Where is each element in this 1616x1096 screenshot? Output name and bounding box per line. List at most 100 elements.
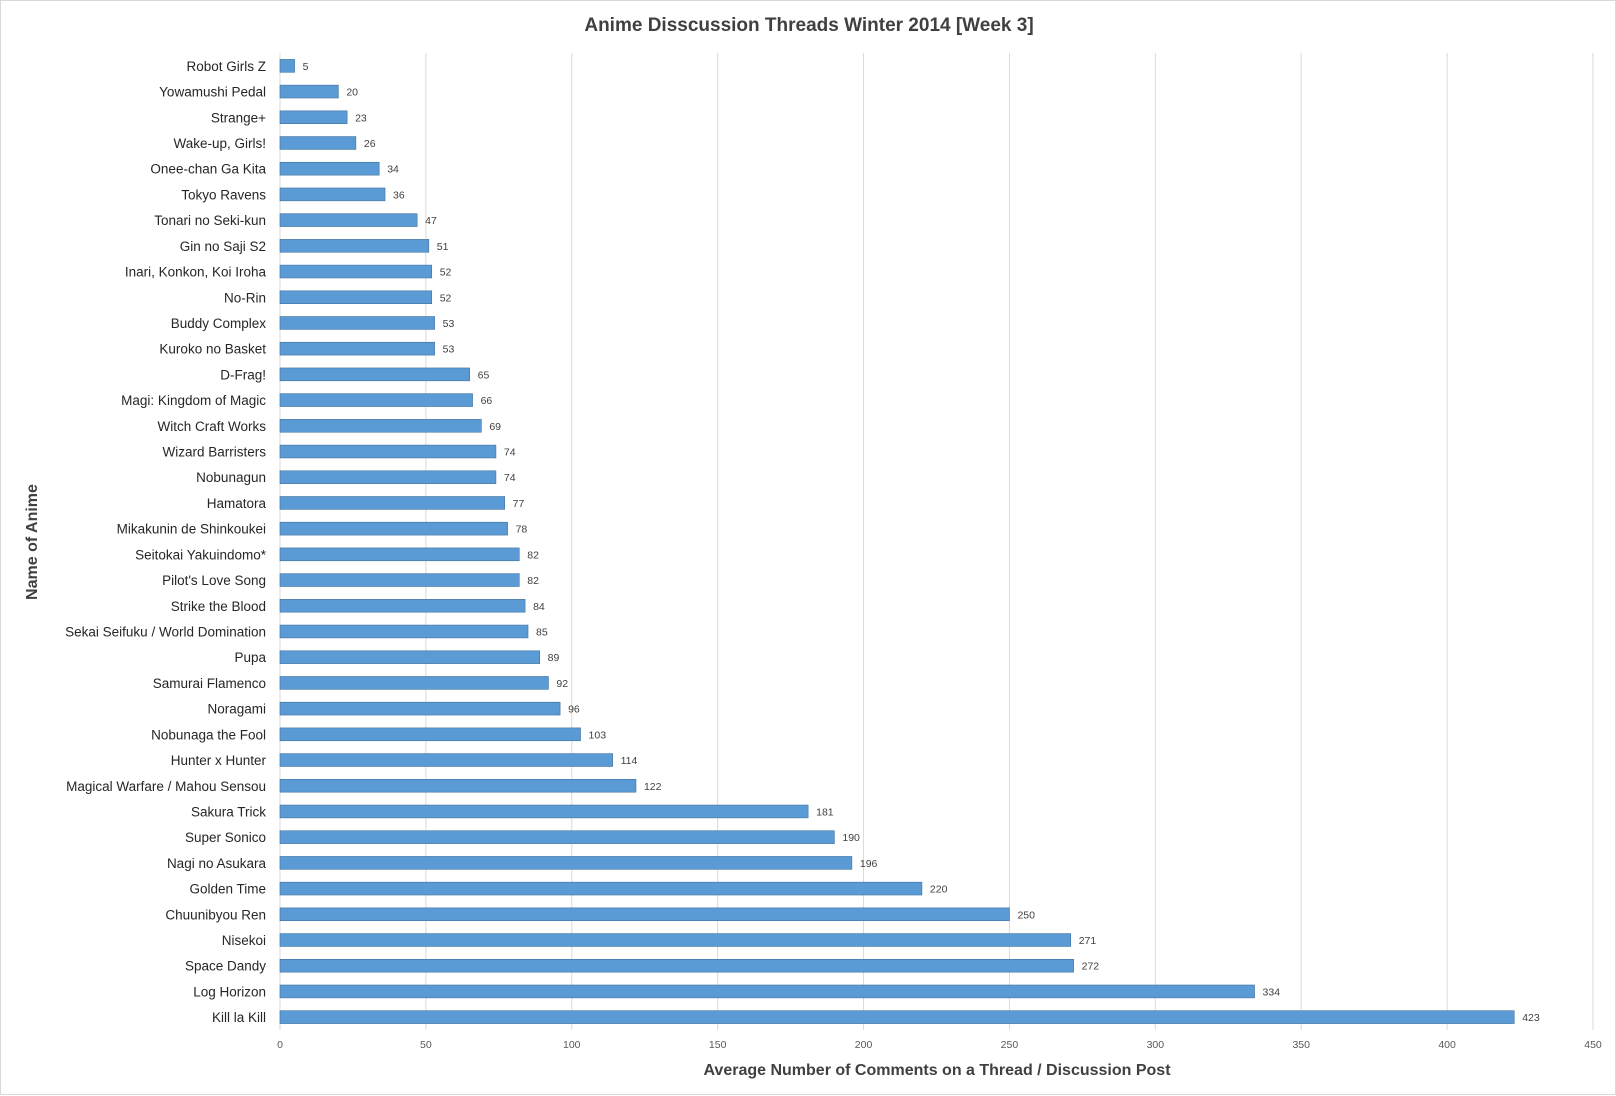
category-label: Wizard Barristers [162, 445, 266, 460]
category-label: Nobunagun [196, 470, 266, 485]
data-label: 5 [303, 61, 309, 73]
data-label: 23 [355, 112, 367, 124]
category-label: Robot Girls Z [186, 59, 266, 74]
category-label: Strike the Blood [171, 599, 266, 614]
bar [279, 161, 380, 176]
bar [279, 239, 430, 253]
bar [279, 316, 435, 330]
value-labels: 5 20 23 26 34 36 47 51 52 52 53 53 65 66 69 74 74 77 78 82 8… [303, 61, 1540, 1024]
data-label: 250 [1017, 909, 1035, 921]
category-label: Hamatora [207, 496, 267, 511]
data-label: 84 [533, 601, 545, 613]
data-label: 181 [816, 806, 834, 818]
bar [279, 1010, 1515, 1024]
data-label: 89 [548, 652, 560, 664]
category-label: Yowamushi Pedal [159, 85, 266, 100]
bar [279, 419, 482, 433]
category-label: Nagi no Asukara [167, 856, 267, 871]
data-label: 77 [513, 498, 525, 510]
bar [279, 393, 473, 407]
x-tick-label: 0 [277, 1039, 283, 1051]
category-label: Onee-chan Ga Kita [150, 162, 266, 177]
bar [279, 136, 357, 150]
data-label: 74 [504, 447, 516, 459]
x-tick-label: 350 [1292, 1039, 1310, 1051]
data-label: 96 [568, 704, 580, 716]
category-label: Gin no Saji S2 [180, 239, 266, 254]
category-label: Pupa [234, 650, 266, 665]
bar [279, 84, 339, 99]
x-tick-label: 450 [1584, 1039, 1602, 1051]
y-axis-title: Name of Anime [24, 484, 41, 600]
data-label: 34 [387, 164, 399, 176]
category-label: Sekai Seifuku / World Domination [65, 624, 266, 639]
data-label: 220 [930, 884, 948, 896]
data-label: 196 [860, 858, 878, 870]
category-label: Samurai Flamenco [153, 676, 266, 691]
x-axis-title: Average Number of Comments on a Thread /… [703, 1062, 1171, 1079]
category-label: Magical Warfare / Mahou Sensou [66, 779, 266, 794]
category-label: Kuroko no Basket [159, 342, 266, 357]
category-label: Wake-up, Girls! [173, 136, 266, 151]
bar [279, 213, 418, 227]
category-label: Space Dandy [185, 959, 266, 974]
bar [279, 110, 348, 125]
data-label: 53 [443, 344, 455, 356]
data-label: 26 [364, 138, 376, 150]
bar [279, 676, 549, 690]
bar [279, 933, 1072, 947]
data-label: 122 [644, 781, 662, 793]
data-label: 52 [440, 267, 452, 279]
bar [279, 341, 435, 356]
data-label: 82 [527, 575, 539, 587]
category-label: Golden Time [189, 882, 266, 897]
category-label: Noragami [207, 702, 266, 717]
data-label: 52 [440, 292, 452, 304]
bar [279, 290, 433, 304]
category-label: Log Horizon [193, 984, 266, 999]
category-label: Witch Craft Works [157, 419, 266, 434]
bar [279, 367, 470, 382]
data-label: 47 [425, 215, 437, 227]
data-label: 20 [346, 87, 358, 99]
category-label: Sakura Trick [191, 804, 266, 819]
category-label: Strange+ [211, 110, 266, 125]
data-label: 92 [556, 678, 568, 690]
category-label: Inari, Konkon, Koi Iroha [125, 265, 267, 280]
bar [279, 753, 613, 767]
chart-title: Anime Disscussion Threads Winter 2014 [W… [584, 15, 1033, 36]
category-label: Hunter x Hunter [171, 753, 267, 768]
category-label: Pilot's Love Song [162, 573, 266, 588]
bar [279, 984, 1255, 999]
data-label: 78 [516, 524, 528, 536]
data-label: 65 [478, 369, 490, 381]
category-label: Buddy Complex [171, 316, 267, 331]
bar [279, 573, 520, 587]
category-label: Tonari no Seki-kun [154, 213, 266, 228]
bar [279, 599, 526, 613]
data-label: 36 [393, 189, 405, 201]
category-label: Kill la Kill [212, 1010, 266, 1025]
category-labels: Robot Girls Z Yowamushi Pedal Strange+ Wake… [65, 59, 267, 1025]
data-label: 51 [437, 241, 449, 253]
category-label: Chuunibyou Ren [165, 907, 266, 922]
bar [279, 547, 520, 562]
data-label: 271 [1079, 935, 1097, 947]
data-label: 190 [842, 832, 860, 844]
category-label: Seitokai Yakuindomo* [135, 547, 267, 562]
data-label: 82 [527, 549, 539, 561]
bar [279, 650, 540, 664]
category-label: D-Frag! [220, 367, 266, 382]
bar [279, 779, 637, 793]
bar [279, 521, 508, 536]
bar [279, 830, 835, 844]
x-tick-label: 300 [1147, 1039, 1165, 1051]
category-label: Tokyo Ravens [181, 187, 266, 202]
data-label: 69 [489, 421, 501, 433]
bar [279, 59, 295, 73]
data-label: 66 [481, 395, 493, 407]
bar [279, 804, 809, 819]
x-tick-label: 150 [709, 1039, 727, 1051]
